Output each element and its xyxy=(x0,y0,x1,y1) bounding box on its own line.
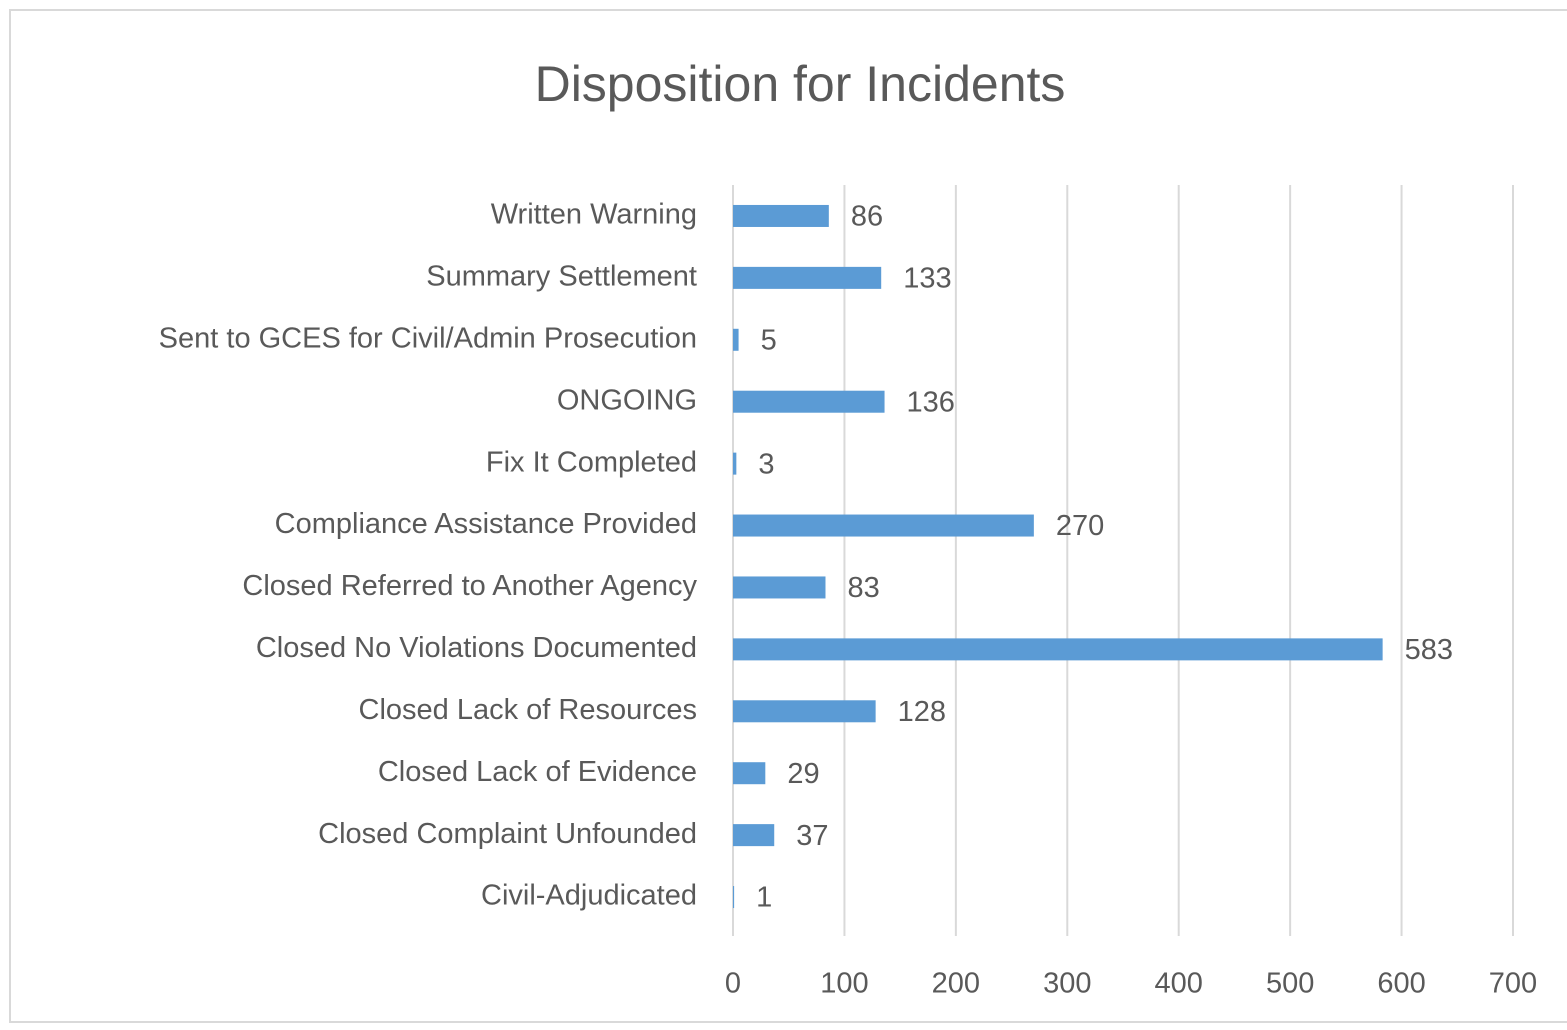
bar xyxy=(733,576,826,599)
value-label: 3 xyxy=(758,448,774,480)
y-tick-label: Closed Referred to Another Agency xyxy=(242,570,697,602)
y-tick-label: Compliance Assistance Provided xyxy=(275,508,697,540)
bar xyxy=(733,638,1383,661)
bar xyxy=(733,700,876,723)
value-label: 5 xyxy=(761,324,777,356)
chart-title: Disposition for Incidents xyxy=(535,56,1066,112)
y-tick-label: Closed Lack of Resources xyxy=(359,694,698,726)
value-label: 136 xyxy=(907,386,955,418)
x-tick-label: 500 xyxy=(1266,968,1314,1000)
y-tick-label: Written Warning xyxy=(491,199,697,231)
value-label: 29 xyxy=(787,758,819,790)
bar xyxy=(733,514,1034,537)
y-tick-label: ONGOING xyxy=(557,384,697,416)
value-label: 1 xyxy=(756,882,772,914)
x-tick-label: 600 xyxy=(1377,968,1425,1000)
bar xyxy=(733,452,737,475)
value-label: 83 xyxy=(847,572,879,604)
x-tick-label: 200 xyxy=(932,968,980,1000)
bar xyxy=(733,824,775,847)
y-tick-label: Summary Settlement xyxy=(426,261,697,293)
y-tick-label: Closed Lack of Evidence xyxy=(378,756,697,788)
x-tick-label: 100 xyxy=(820,968,868,1000)
x-tick-label: 300 xyxy=(1043,968,1091,1000)
y-tick-label: Fix It Completed xyxy=(486,446,697,478)
value-label: 133 xyxy=(903,263,951,295)
x-tick-label: 700 xyxy=(1489,968,1537,1000)
x-tick-label: 0 xyxy=(725,968,741,1000)
y-tick-label: Closed Complaint Unfounded xyxy=(318,818,697,850)
bar xyxy=(733,204,829,227)
bar xyxy=(733,328,739,351)
y-tick-label: Closed No Violations Documented xyxy=(256,632,697,664)
value-label: 37 xyxy=(796,820,828,852)
value-label: 270 xyxy=(1056,510,1104,542)
y-tick-label: Civil-Adjudicated xyxy=(481,880,697,912)
bar xyxy=(733,762,766,785)
x-tick-label: 400 xyxy=(1155,968,1203,1000)
bar xyxy=(733,390,885,413)
value-label: 583 xyxy=(1405,634,1453,666)
bar xyxy=(733,886,735,909)
y-tick-label: Sent to GCES for Civil/Admin Prosecution xyxy=(159,322,697,354)
value-label: 86 xyxy=(851,201,883,233)
bar xyxy=(733,266,882,289)
value-label: 128 xyxy=(898,696,946,728)
